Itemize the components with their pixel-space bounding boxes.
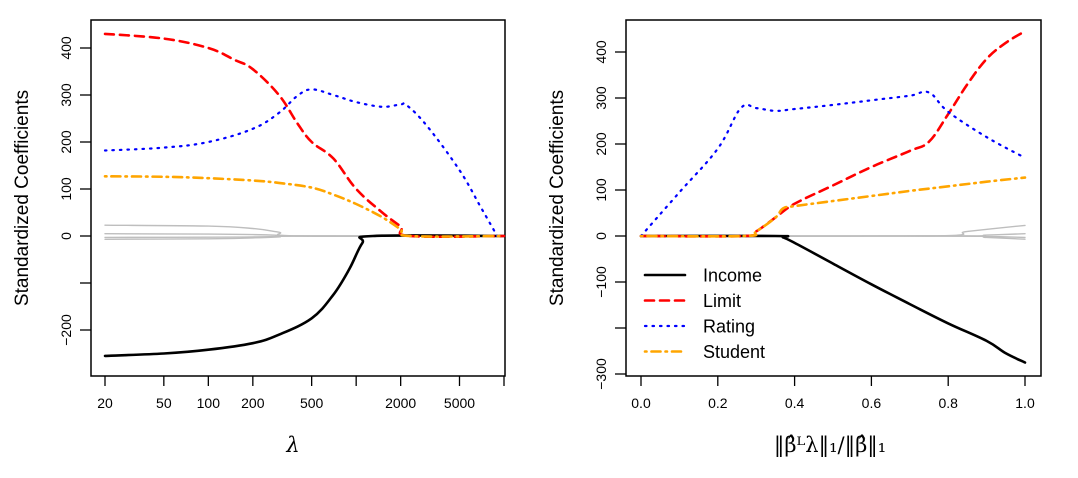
legend: Income Limit Rating Student — [643, 266, 765, 362]
right-x-tick-label: 0.8 — [938, 395, 958, 411]
legend-label-student: Student — [703, 342, 765, 362]
left-y-tick-label: 400 — [58, 36, 74, 60]
right-y-axis-title: Standardized Coefficients — [547, 90, 568, 306]
right-y-axis: −300 −100 0 100 200 300 400 — [593, 40, 626, 390]
right-y-tick-label: 200 — [593, 132, 609, 156]
legend-label-income: Income — [703, 266, 762, 286]
left-series-rating — [103, 88, 499, 238]
left-x-tick-label: 20 — [97, 395, 113, 411]
right-series-income — [639, 234, 1027, 364]
right-series-student — [639, 176, 1027, 238]
left-plot-curves — [103, 32, 506, 358]
legend-label-rating: Rating — [703, 317, 755, 337]
left-plot-frame — [90, 19, 506, 377]
right-x-tick-label: 0.2 — [708, 395, 728, 411]
left-y-tick-label: 300 — [58, 83, 74, 107]
left-y-tick-label: 100 — [58, 177, 74, 201]
right-y-tick-label: 100 — [593, 178, 609, 202]
right-panel-l1-norm-path: 0.0 0.2 0.4 0.6 0.8 1.0 −300 −100 0 100 200 300 400… — [547, 19, 1042, 458]
right-y-tick-label: 0 — [593, 232, 609, 240]
right-y-tick-label: 400 — [593, 40, 609, 64]
left-y-tick-label: 200 — [58, 130, 74, 154]
right-x-tick-label: 1.0 — [1015, 395, 1035, 411]
right-plot-curves — [639, 30, 1027, 364]
left-x-axis: 20 50 100 200 500 2000 5000 — [97, 376, 505, 411]
right-x-axis: 0.0 0.2 0.4 0.6 0.8 1.0 — [631, 376, 1035, 411]
left-y-tick-label: 0 — [58, 232, 74, 240]
left-panel-lambda-path: 20 50 100 200 500 2000 5000 −2000100200300400 … — [12, 19, 506, 457]
left-series-income — [103, 234, 506, 358]
left-x-tick-label: 500 — [300, 395, 324, 411]
right-y-tick-label: −300 — [593, 358, 609, 390]
legend-label-limit: Limit — [703, 291, 741, 311]
right-x-tick-label: 0.0 — [631, 395, 651, 411]
right-y-tick-label: −100 — [593, 266, 609, 298]
left-y-tick-label: −200 — [58, 314, 74, 346]
right-series-limit — [639, 30, 1027, 238]
right-y-tick-label: 300 — [593, 86, 609, 110]
left-x-tick-label: 2000 — [385, 395, 416, 411]
right-plot-frame — [625, 19, 1042, 377]
left-series-limit — [103, 32, 506, 239]
left-x-tick-label: 100 — [197, 395, 221, 411]
right-x-tick-label: 0.4 — [785, 395, 805, 411]
left-x-axis-title: λ — [285, 433, 299, 457]
left-x-tick-label: 50 — [156, 395, 172, 411]
left-y-axis-title: Standardized Coefficients — [12, 90, 33, 306]
left-series-student — [103, 175, 506, 238]
right-x-axis-title: ‖β̂ᴸλ‖₁/‖β̂‖₁ — [774, 433, 886, 458]
right-x-tick-label: 0.6 — [862, 395, 882, 411]
left-x-tick-label: 5000 — [444, 395, 475, 411]
right-series-rating — [639, 90, 1027, 238]
left-x-tick-label: 200 — [241, 395, 265, 411]
left-y-axis: −200 0 100 200 300 400 — [58, 36, 91, 346]
